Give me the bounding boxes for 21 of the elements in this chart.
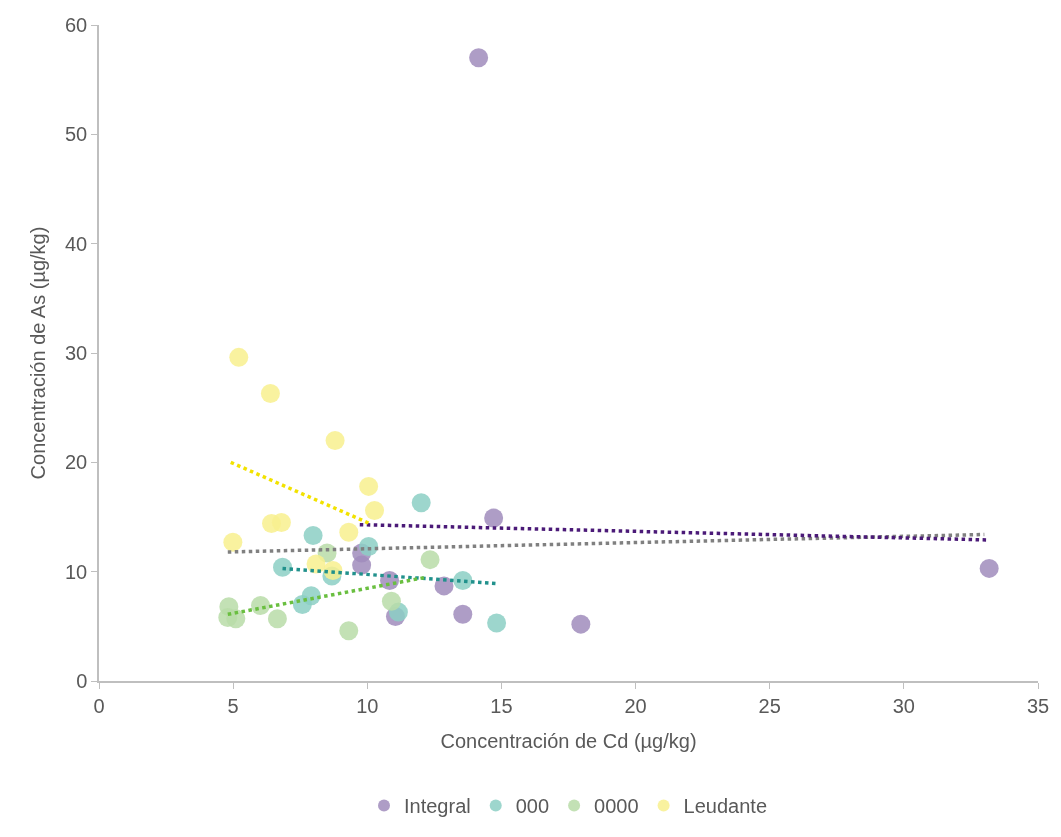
- legend-label: 000: [515, 795, 550, 818]
- y-tick-label: 20: [65, 451, 88, 474]
- x-tick-label: 0: [93, 694, 105, 717]
- x-tick-label: 35: [1026, 694, 1050, 717]
- x-tick-label: 10: [356, 694, 379, 717]
- y-tick-label: 0: [76, 670, 88, 692]
- legend-label: Leudante: [683, 795, 768, 818]
- x-tick-label: 25: [758, 694, 781, 717]
- y-tick-label: 60: [65, 14, 88, 36]
- x-tick-label: 5: [227, 694, 239, 717]
- y-tick-label: 40: [65, 232, 88, 255]
- x-tick-label: 20: [624, 694, 647, 717]
- y-tick-label: 30: [65, 342, 88, 364]
- legend-label: Integral: [404, 795, 471, 818]
- x-axis-title: Concentración de Cd (µg/kg): [440, 729, 697, 752]
- legend-label: 0000: [594, 795, 639, 818]
- y-axis-title: Concentración de As (µg/kg): [27, 226, 49, 480]
- x-tick-label: 15: [490, 694, 513, 717]
- y-tick-label: 10: [65, 560, 88, 583]
- x-tick-label: 30: [892, 694, 915, 717]
- y-tick-label: 50: [65, 123, 88, 146]
